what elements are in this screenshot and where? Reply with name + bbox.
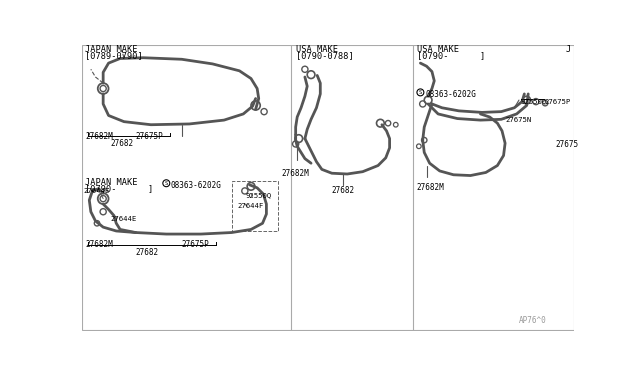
Text: [0789-0790]: [0789-0790] [86, 51, 143, 60]
Text: 27682M: 27682M [417, 183, 444, 192]
Text: JAPAN MAKE: JAPAN MAKE [86, 45, 138, 54]
Text: [0790-0788]: [0790-0788] [296, 51, 353, 60]
Text: AP76^0: AP76^0 [519, 316, 547, 325]
Text: 27682M: 27682M [86, 132, 113, 141]
Text: 27675P: 27675P [545, 99, 571, 105]
Text: 27644E: 27644E [84, 188, 110, 194]
Text: S: S [419, 90, 422, 95]
Text: 27682: 27682 [136, 248, 159, 257]
Text: 27675: 27675 [555, 140, 579, 149]
Text: 27644F: 27644F [237, 203, 264, 209]
Text: 27675P: 27675P [182, 240, 209, 249]
Text: 92550Q: 92550Q [520, 99, 547, 105]
Text: 08363-6202G: 08363-6202G [171, 181, 222, 190]
Text: 27682M: 27682M [282, 169, 310, 179]
Text: 08363-6202G: 08363-6202G [425, 90, 476, 99]
Text: [0790-      ]: [0790- ] [86, 184, 154, 193]
Text: [0790-      ]: [0790- ] [417, 51, 485, 60]
Text: J: J [565, 45, 570, 54]
Text: 27682: 27682 [332, 186, 355, 195]
Text: 27644E: 27644E [111, 216, 137, 222]
Text: 27682: 27682 [110, 139, 133, 148]
Text: 27682M: 27682M [86, 240, 113, 249]
Text: 27675P: 27675P [136, 132, 163, 141]
Text: 92550Q: 92550Q [246, 192, 272, 199]
Bar [232, 181, 278, 231]
Text: 27675N: 27675N [505, 117, 531, 123]
Text: USA MAKE: USA MAKE [296, 45, 338, 54]
Text: S: S [164, 181, 168, 186]
Text: JAPAN MAKE: JAPAN MAKE [86, 178, 138, 187]
Text: USA MAKE: USA MAKE [417, 45, 458, 54]
